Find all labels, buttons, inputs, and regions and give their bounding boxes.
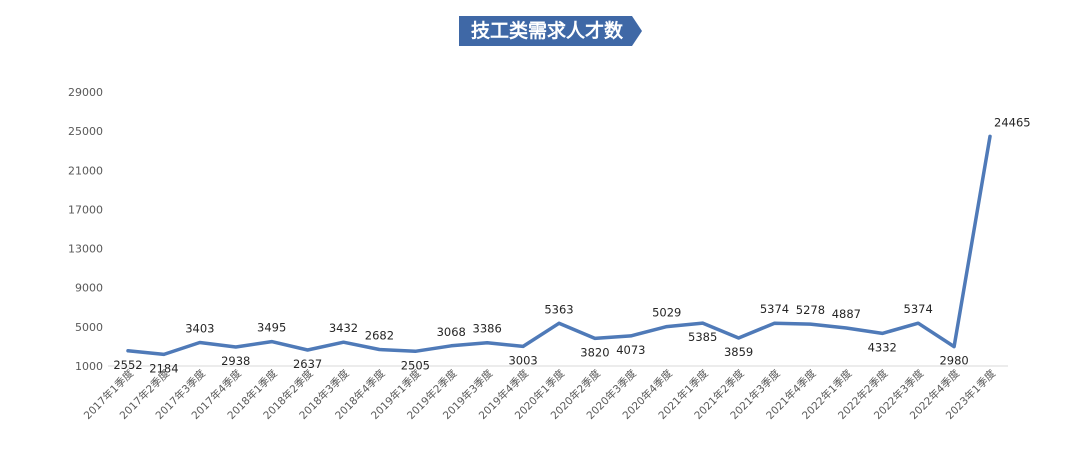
data-point: [306, 348, 310, 352]
data-point: [521, 344, 525, 348]
data-point: [952, 345, 956, 349]
data-label: 3403: [185, 321, 214, 335]
data-label: 2980: [939, 354, 968, 368]
data-label: 4887: [832, 307, 861, 321]
title-text: 技工类需求人才数: [471, 19, 624, 42]
data-point: [342, 340, 345, 344]
data-label: 3820: [580, 345, 609, 359]
data-point: [413, 349, 417, 353]
data-point: [629, 334, 633, 338]
data-point: [377, 348, 381, 352]
series-line-group: [126, 134, 992, 357]
data-point: [485, 341, 489, 345]
data-point: [198, 340, 202, 344]
y-tick-label: 9000: [75, 282, 103, 295]
data-label: 3003: [508, 353, 537, 367]
data-label: 4073: [616, 343, 645, 357]
data-label: 5374: [760, 302, 789, 316]
data-label: 3386: [473, 322, 502, 336]
data-point: [593, 336, 597, 340]
data-point: [557, 321, 561, 325]
data-point: [126, 349, 130, 353]
x-axis: 2017年1季度2017年2季度2017年3季度2017年4季度2018年1季度…: [81, 365, 1008, 422]
data-point: [773, 321, 776, 325]
data-point: [844, 326, 848, 330]
data-label: 5029: [652, 306, 681, 320]
data-label: 2637: [293, 357, 322, 371]
data-point: [234, 345, 238, 349]
data-point: [701, 321, 705, 325]
y-tick-label: 29000: [68, 86, 103, 99]
y-tick-label: 17000: [68, 203, 103, 216]
data-label: 5374: [904, 302, 933, 316]
title-banner: [459, 16, 642, 46]
data-label: 3068: [437, 325, 466, 339]
data-label: 2682: [365, 329, 394, 343]
data-point: [737, 336, 741, 340]
y-axis: 1000 5000 9000 13000 17000 21000 25000 29000: [68, 86, 103, 373]
data-label: 2505: [401, 358, 430, 372]
data-label: 3495: [257, 321, 286, 335]
y-tick-label: 13000: [68, 243, 103, 256]
data-point: [665, 325, 669, 329]
data-point: [880, 331, 884, 335]
data-point: [808, 322, 812, 326]
data-point: [449, 344, 453, 348]
chart-title: 技工类需求人才数: [459, 16, 642, 46]
data-point: [988, 134, 992, 138]
data-label: 24465: [994, 115, 1031, 129]
data-label: 5363: [544, 302, 573, 316]
data-label: 2184: [149, 361, 178, 375]
data-label: 3432: [329, 321, 358, 335]
data-label: 2938: [221, 354, 250, 368]
data-labels-group: 2552 2184 3403 2938 3495 2637 3432 2682 2505 3068…: [113, 115, 1030, 375]
data-point: [270, 340, 274, 344]
y-tick-label: 25000: [68, 125, 103, 138]
data-label: 2552: [113, 358, 142, 372]
y-tick-label: 21000: [68, 164, 103, 177]
y-tick-label: 1000: [75, 360, 103, 373]
data-point: [916, 321, 920, 325]
data-label: 5278: [796, 303, 825, 317]
data-label: 4332: [868, 340, 897, 354]
y-tick-label: 5000: [75, 321, 103, 334]
data-point: [162, 352, 166, 356]
data-label: 3859: [724, 345, 753, 359]
data-label: 5385: [688, 330, 717, 344]
